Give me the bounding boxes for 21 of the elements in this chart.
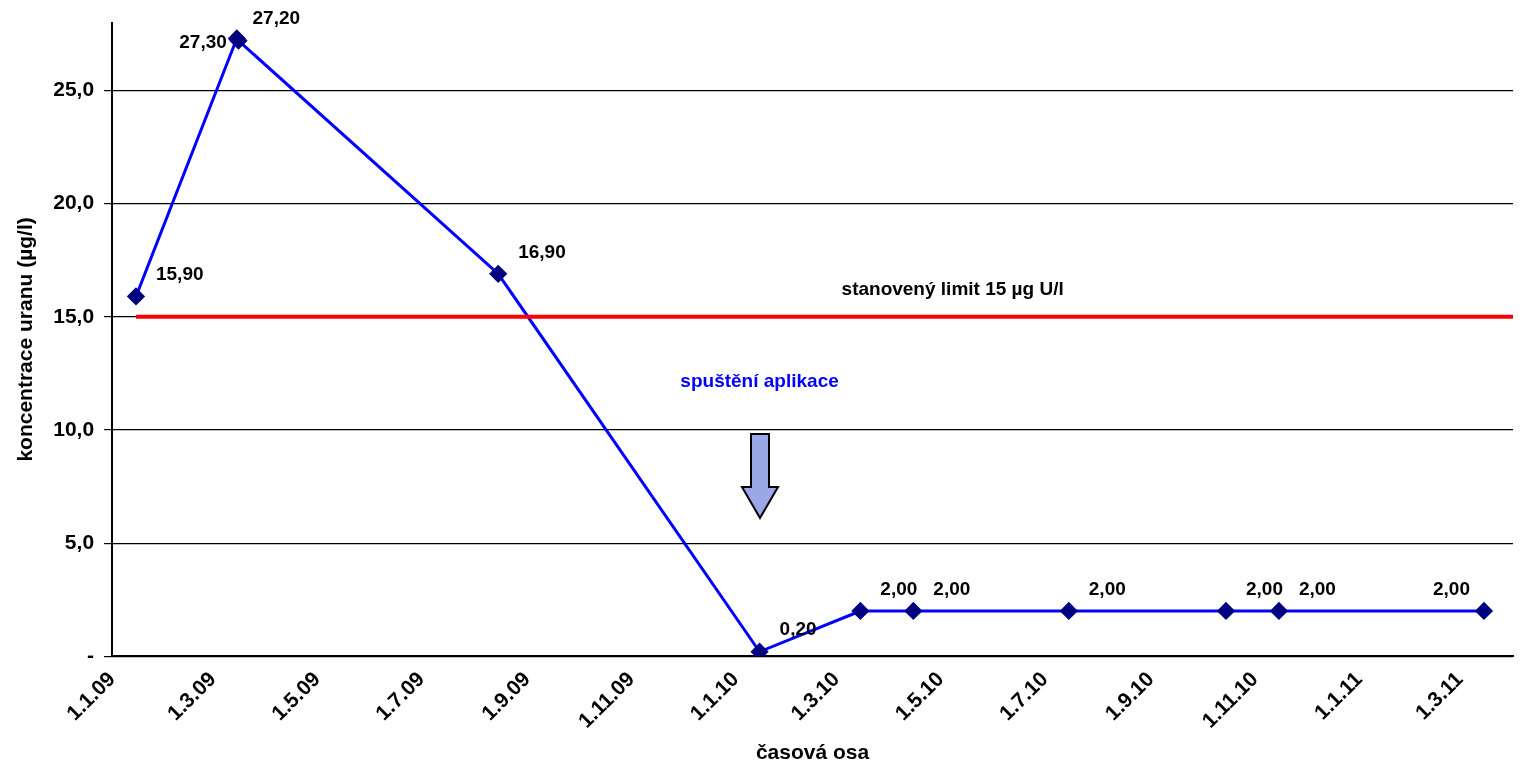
- x-axis-title: časová osa: [755, 740, 870, 764]
- data-label: 27,30: [179, 31, 227, 53]
- data-label: 2,00: [1298, 577, 1336, 599]
- data-label: 2,00: [1245, 577, 1283, 599]
- y-tick-label: -: [87, 643, 95, 667]
- annotation: spuštění aplikace: [680, 370, 839, 392]
- y-tick-label: 10,0: [53, 416, 95, 440]
- data-label: 15,90: [155, 263, 204, 285]
- data-label: 0,20: [779, 618, 817, 640]
- data-label: 2,00: [880, 577, 918, 599]
- y-axis-title: koncentrace uranu (µg/l): [13, 217, 37, 462]
- data-label: 2,00: [1088, 577, 1126, 599]
- y-tick-label: 15,0: [53, 303, 95, 327]
- y-tick-label: 5,0: [64, 529, 95, 553]
- data-label: 27,20: [252, 7, 301, 29]
- data-label: 2,00: [1432, 577, 1470, 599]
- y-tick-label: 20,0: [53, 190, 95, 214]
- data-label: 16,90: [518, 240, 566, 262]
- data-label: 2,00: [933, 577, 971, 599]
- ref-line-label: stanovený limit 15 µg U/l: [841, 277, 1064, 299]
- y-tick-label: 25,0: [53, 77, 95, 101]
